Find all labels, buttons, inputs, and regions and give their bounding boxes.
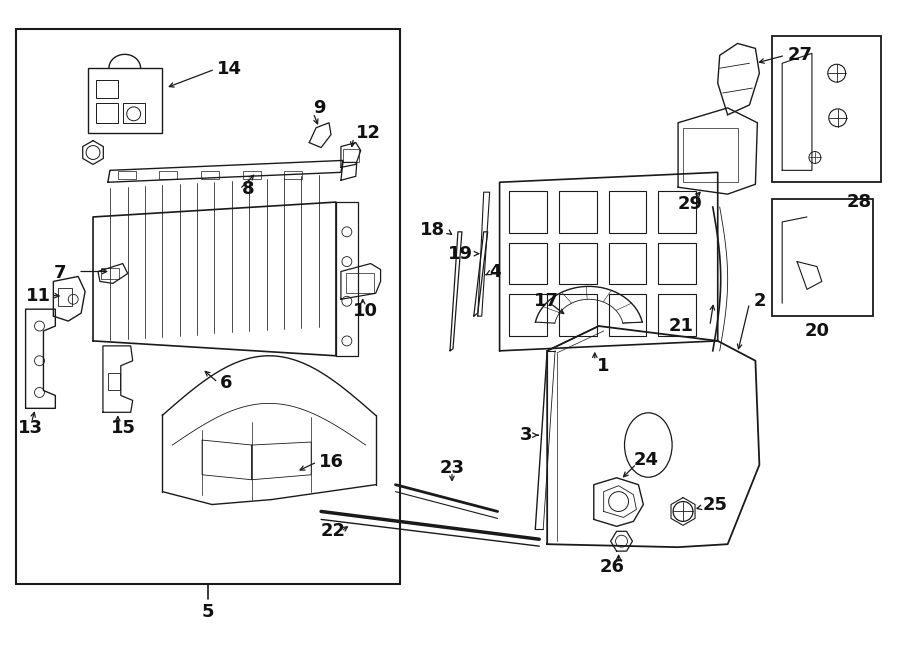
Text: 8: 8 <box>242 180 255 198</box>
Text: 18: 18 <box>420 221 446 239</box>
Bar <box>509 191 547 233</box>
Text: 22: 22 <box>321 522 347 540</box>
Text: 20: 20 <box>805 322 830 340</box>
Text: 9: 9 <box>313 99 326 117</box>
Bar <box>509 294 547 336</box>
Bar <box>608 294 646 336</box>
Bar <box>346 274 374 293</box>
Text: 4: 4 <box>490 262 501 280</box>
Text: 28: 28 <box>847 193 872 211</box>
Bar <box>96 80 118 98</box>
Text: 19: 19 <box>448 245 473 262</box>
Bar <box>122 103 145 123</box>
Text: 11: 11 <box>25 288 50 305</box>
Text: 24: 24 <box>634 451 659 469</box>
Bar <box>201 171 219 179</box>
Bar <box>509 243 547 284</box>
Bar <box>772 199 873 316</box>
Bar <box>96 103 118 123</box>
Text: 14: 14 <box>217 60 242 78</box>
Text: 1: 1 <box>597 357 609 375</box>
Text: 15: 15 <box>111 419 136 437</box>
Text: 17: 17 <box>535 292 559 310</box>
Text: 5: 5 <box>202 603 214 621</box>
Bar <box>608 243 646 284</box>
Bar <box>343 149 359 163</box>
Bar <box>88 68 162 133</box>
Text: 10: 10 <box>353 302 378 320</box>
Text: 16: 16 <box>320 453 344 471</box>
Bar <box>683 128 738 182</box>
Text: 3: 3 <box>519 426 532 444</box>
Text: 29: 29 <box>678 195 703 213</box>
Text: 2: 2 <box>753 292 766 310</box>
Bar <box>58 288 72 306</box>
Text: 21: 21 <box>668 317 693 335</box>
Bar <box>15 28 400 584</box>
Text: 6: 6 <box>220 373 232 391</box>
Text: 23: 23 <box>440 459 465 477</box>
Text: 7: 7 <box>53 264 66 282</box>
Text: 27: 27 <box>788 46 812 64</box>
Bar <box>118 171 136 179</box>
Text: 25: 25 <box>703 496 728 514</box>
Bar <box>772 36 881 182</box>
Bar <box>243 171 261 179</box>
Bar <box>658 243 696 284</box>
Bar <box>559 243 597 284</box>
Bar <box>159 171 177 179</box>
Bar <box>559 294 597 336</box>
Bar <box>559 191 597 233</box>
Bar <box>108 373 120 391</box>
Bar <box>658 191 696 233</box>
Bar <box>608 191 646 233</box>
Bar <box>336 202 358 356</box>
Bar <box>284 171 302 179</box>
Text: 26: 26 <box>600 558 626 576</box>
Bar <box>658 294 696 336</box>
Bar <box>101 268 119 280</box>
Text: 13: 13 <box>18 419 42 437</box>
Text: 12: 12 <box>356 124 381 141</box>
